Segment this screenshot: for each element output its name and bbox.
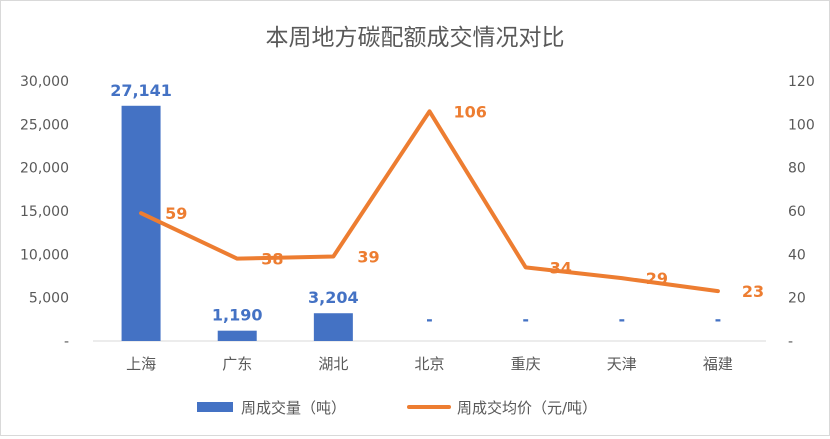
legend-swatch-bar [197, 402, 233, 412]
line-series [139, 109, 720, 294]
y-right-tick-label: 100 [788, 117, 815, 133]
bar-data-label: 1,190 [212, 306, 263, 325]
line-data-label: 38 [261, 250, 283, 269]
x-tick-label: 重庆 [511, 355, 541, 373]
y-right-tick-label: 60 [788, 204, 806, 220]
legend-label-line: 周成交均价（元/吨） [457, 399, 597, 417]
bar [121, 105, 161, 341]
x-tick-label: 上海 [126, 355, 156, 373]
bar-data-label: - [522, 310, 529, 329]
y-right-tick-label: 80 [788, 161, 806, 177]
line-data-label: 59 [165, 204, 187, 223]
bar [313, 313, 353, 341]
line-data-label: 34 [550, 258, 572, 277]
y-left-tick-label: - [64, 334, 69, 350]
y-right-tick-label: - [788, 334, 793, 350]
line-data-label: 39 [357, 248, 379, 267]
bar-data-label: - [715, 310, 722, 329]
y-left-tick-label: 15,000 [20, 204, 69, 220]
y-left-tick-label: 10,000 [20, 247, 69, 263]
legend-label-bar: 周成交量（吨） [241, 399, 346, 417]
y-right-tick-label: 20 [788, 291, 806, 307]
chart-title: 本周地方碳配额成交情况对比 [266, 25, 565, 51]
bar [217, 330, 257, 341]
x-tick-label: 广东 [222, 355, 252, 373]
line-data-label: 106 [454, 102, 487, 121]
y-left-tick-label: 20,000 [20, 161, 69, 177]
y-left-tick-label: 30,000 [20, 74, 69, 90]
x-tick-label: 天津 [607, 355, 637, 373]
bar-data-label: - [426, 310, 433, 329]
x-tick-label: 福建 [703, 355, 733, 373]
line-data-label: 23 [742, 282, 764, 301]
x-tick-label: 湖北 [318, 355, 348, 373]
bar-data-label: 3,204 [308, 288, 359, 307]
y-left-tick-label: 25,000 [20, 117, 69, 133]
bar-data-label: - [618, 310, 625, 329]
x-tick-label: 北京 [414, 355, 444, 373]
bar-data-label: 27,141 [110, 81, 172, 100]
line-data-label: 29 [646, 269, 668, 288]
y-right-tick-label: 120 [788, 74, 815, 90]
y-right-tick-label: 40 [788, 247, 806, 263]
y-left-tick-label: 5,000 [29, 291, 69, 307]
